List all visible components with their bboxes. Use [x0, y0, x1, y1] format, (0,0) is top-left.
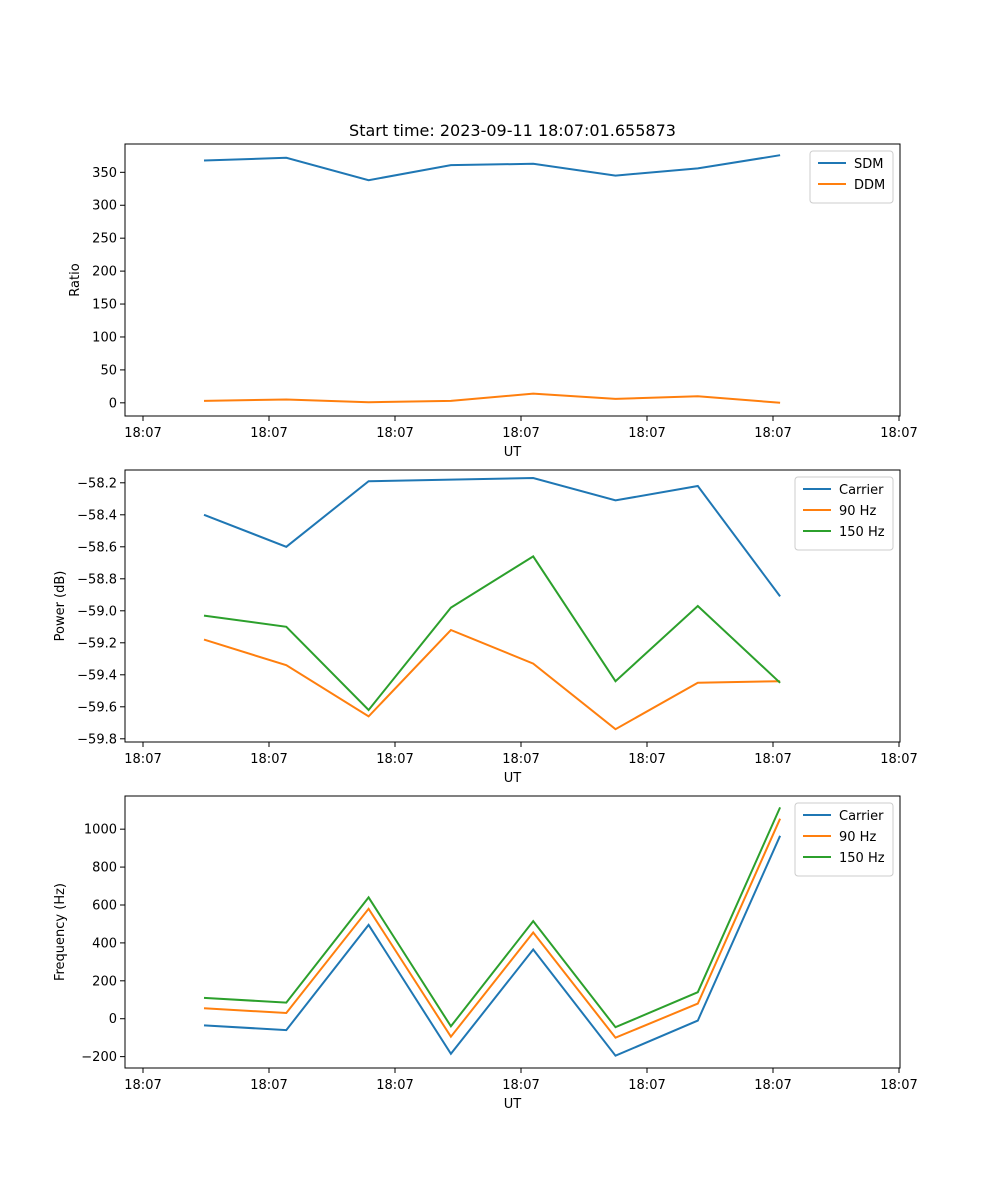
legend-label: 90 Hz: [839, 830, 876, 845]
legend: Carrier 90 Hz 150 Hz: [794, 802, 894, 877]
x-tick-label: 18:07: [880, 1078, 917, 1093]
x-tick-label: 18:07: [880, 426, 917, 441]
legend-label: 90 Hz: [839, 504, 876, 519]
x-tick-label: 18:07: [124, 752, 161, 767]
y-tick-label: −58.6: [77, 540, 117, 555]
x-tick-label: 18:07: [880, 752, 917, 767]
y-tick-label: 250: [92, 232, 117, 247]
series-line-90-hz: [203, 628, 781, 731]
y-tick-label: −59.8: [77, 732, 117, 747]
y-axis-label: Power (dB): [53, 571, 68, 642]
series-line-sdm: [203, 154, 781, 182]
y-tick-label: −58.8: [77, 572, 117, 587]
legend-label: Carrier: [839, 483, 884, 498]
y-tick-label: −58.4: [77, 508, 117, 523]
x-tick-label: 18:07: [376, 1078, 413, 1093]
y-tick-label: −59.4: [77, 668, 117, 683]
legend-label: 150 Hz: [839, 851, 885, 866]
legend-label: DDM: [854, 178, 885, 193]
legend: Carrier 90 Hz 150 Hz: [794, 476, 894, 551]
x-tick-label: 18:07: [502, 426, 539, 441]
plot-frame: [124, 143, 901, 417]
plot-frame: [124, 469, 901, 743]
x-tick-label: 18:07: [376, 752, 413, 767]
legend-label: SDM: [854, 157, 883, 172]
x-tick-label: 18:07: [250, 1078, 287, 1093]
x-axis-label: UT: [504, 771, 522, 786]
x-tick-label: 18:07: [250, 426, 287, 441]
y-tick-label: 600: [92, 898, 117, 913]
x-tick-label: 18:07: [124, 426, 161, 441]
x-tick-label: 18:07: [628, 426, 665, 441]
legend: SDM DDM: [809, 150, 894, 204]
x-tick-label: 18:07: [502, 752, 539, 767]
series-line-carrier: [203, 476, 781, 597]
y-tick-label: −200: [81, 1050, 117, 1065]
legend-label: Carrier: [839, 809, 884, 824]
chart-panel-2: 18:0718:0718:0718:0718:0718:0718:0718:08…: [53, 469, 918, 786]
x-tick-label: 18:07: [250, 752, 287, 767]
x-axis-label: UT: [504, 1097, 522, 1112]
y-tick-label: −58.2: [77, 476, 117, 491]
series-line-carrier: [203, 835, 782, 1057]
y-tick-label: 50: [100, 363, 117, 378]
y-tick-label: −59.0: [77, 604, 117, 619]
series-line-150-hz: [203, 555, 781, 712]
chart-panel-1: 18:0718:0718:0718:0718:0718:0718:0718:08…: [68, 143, 918, 460]
series-line-150-hz: [203, 806, 782, 1029]
x-tick-label: 18:07: [124, 1078, 161, 1093]
x-tick-label: 18:07: [628, 1078, 665, 1093]
y-axis-label: Ratio: [68, 263, 83, 296]
panels: 18:0718:0718:0718:0718:0718:0718:0718:08…: [53, 143, 918, 1112]
y-tick-label: 300: [92, 199, 117, 214]
y-tick-label: −59.2: [77, 636, 117, 651]
x-tick-label: 18:07: [502, 1078, 539, 1093]
x-tick-label: 18:07: [754, 426, 791, 441]
x-tick-label: 18:07: [754, 752, 791, 767]
series-line-ddm: [203, 392, 781, 404]
x-tick-label: 18:07: [628, 752, 665, 767]
x-tick-label: 18:07: [376, 426, 413, 441]
y-tick-label: 350: [92, 166, 117, 181]
chart-title: Start time: 2023-09-11 18:07:01.655873: [349, 121, 676, 140]
x-tick-label: 18:07: [754, 1078, 791, 1093]
y-tick-label: 200: [92, 974, 117, 989]
y-tick-label: 1000: [84, 823, 117, 838]
y-tick-label: −59.6: [77, 700, 117, 715]
plot-frame: [124, 795, 901, 1069]
y-tick-label: 0: [109, 1012, 117, 1027]
y-tick-label: 100: [92, 330, 117, 345]
x-axis-label: UT: [504, 445, 522, 460]
legend-label: 150 Hz: [839, 525, 885, 540]
y-axis-label: Frequency (Hz): [53, 883, 68, 981]
y-tick-label: 400: [92, 936, 117, 951]
series-line-90-hz: [203, 818, 782, 1039]
y-tick-label: 800: [92, 861, 117, 876]
y-tick-label: 150: [92, 298, 117, 313]
chart-panel-3: 18:0718:0718:0718:0718:0718:0718:0718:08…: [53, 795, 918, 1112]
y-tick-label: 200: [92, 265, 117, 280]
y-tick-label: 0: [109, 396, 117, 411]
